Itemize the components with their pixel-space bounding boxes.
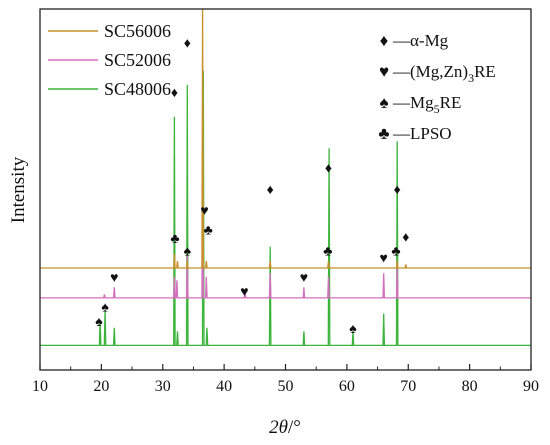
phase-key-symbol: ♠: [379, 93, 388, 112]
legend-label: SC48006: [104, 79, 171, 99]
x-tick-label: 80: [462, 378, 478, 395]
phase-marker: ♦: [325, 162, 332, 177]
legend: SC56006 SC52006 SC48006: [48, 21, 171, 99]
phase-key-symbol: ♣: [378, 124, 389, 143]
phase-marker: ♠: [95, 315, 103, 330]
phase-marker: ♥: [240, 285, 248, 300]
x-tick-label: 70: [400, 378, 416, 395]
legend-label: SC56006: [104, 21, 171, 41]
phase-marker: ♣: [391, 244, 400, 259]
x-tick-label: 10: [32, 378, 48, 395]
phase-marker: ♦: [171, 86, 178, 101]
phase-marker: ♥: [110, 271, 118, 286]
phase-marker: ♦: [402, 230, 409, 245]
phase-key-label: —(Mg,Zn)3RE: [392, 62, 496, 85]
x-tick-label: 40: [216, 378, 232, 395]
x-axis-title: 2θ/°: [269, 417, 301, 438]
x-tick-label: 90: [523, 378, 539, 395]
phase-marker: ♥: [300, 271, 308, 286]
phase-marker: ♠: [349, 322, 357, 337]
x-axis-unit: /°: [288, 417, 301, 438]
phase-key-symbol: ♦: [380, 31, 389, 50]
y-axis-title: Intensity: [8, 156, 29, 223]
phase-marker: ♦: [394, 183, 401, 198]
phase-marker: ♠: [184, 244, 192, 259]
phase-marker: ♥: [200, 204, 208, 219]
series-line-SC56006: [40, 9, 531, 268]
x-tick-label: 50: [278, 378, 294, 395]
x-tick-label: 30: [155, 378, 171, 395]
legend-label: SC52006: [104, 50, 171, 70]
x-axis-symbol: 2θ: [269, 417, 288, 438]
phase-marker: ♦: [184, 37, 191, 52]
phase-key: ♦ —α-Mg♥ —(Mg,Zn)3RE♠ —Mg5RE♣ —LPSO: [378, 31, 495, 143]
x-tick-label: 20: [93, 378, 109, 395]
phase-marker: ♦: [267, 183, 274, 198]
phase-marker: ♣: [323, 244, 332, 259]
phase-marker: ♣: [170, 232, 179, 247]
x-axis-ticks: 10 20 30 40 50 60 70 80 90: [32, 364, 539, 395]
phase-key-symbol: ♥: [379, 62, 389, 81]
phase-marker: ♥: [380, 251, 388, 266]
phase-marker: ♣: [204, 223, 213, 238]
phase-key-label: —LPSO: [392, 124, 452, 143]
phase-marker: ♠: [101, 301, 109, 316]
x-tick-label: 60: [339, 378, 355, 395]
phase-key-label: —Mg5RE: [392, 93, 461, 116]
phase-key-label: —α-Mg: [392, 31, 449, 50]
